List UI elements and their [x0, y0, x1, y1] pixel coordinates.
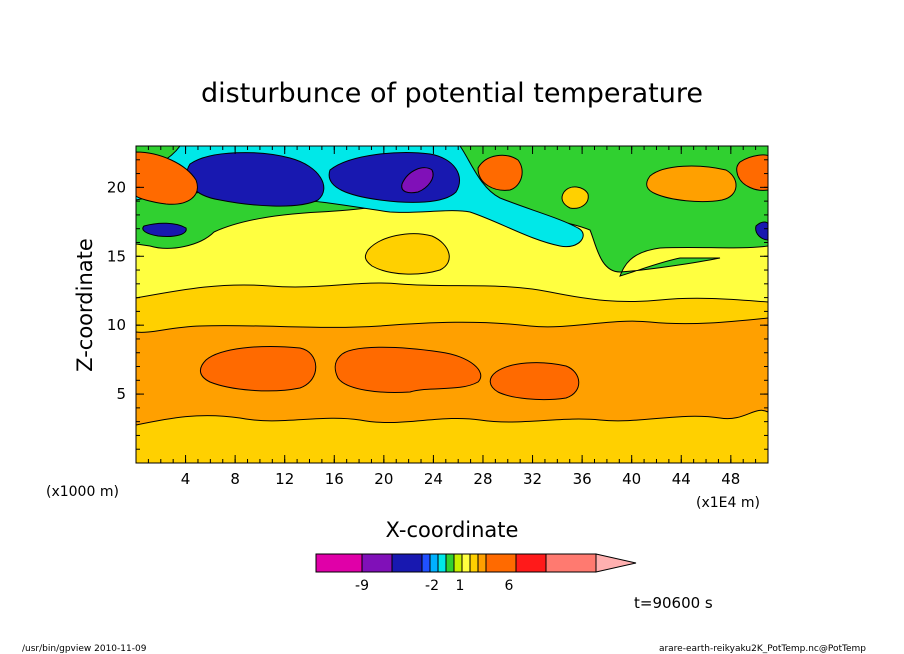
blob-red-mid [477, 154, 523, 191]
blob-blue-1 [186, 152, 325, 207]
blob-blue-2 [328, 152, 461, 203]
blob-orange-1 [200, 346, 317, 392]
blob-orange-2 [334, 346, 482, 393]
colorbar [315, 553, 637, 573]
x-tick-label: 16 [325, 470, 344, 488]
y-tick-label: 5 [116, 385, 126, 403]
colorbar-label-3: 1 [456, 578, 465, 594]
colorbar-label-4: 6 [505, 578, 514, 594]
x-tick-label: 8 [230, 470, 240, 488]
blob-blue-right [755, 221, 768, 241]
y-axis-label: Z-coordinate [73, 238, 97, 372]
chart-title: disturbunce of potential temperature [201, 78, 703, 109]
x-tick-label: 12 [275, 470, 294, 488]
colorbar-segment [437, 553, 447, 573]
colorbar-segment [453, 553, 463, 573]
y-tick-label: 10 [107, 316, 126, 334]
colorbar-label-2: -2 [425, 578, 439, 594]
y-tick-label: 20 [107, 178, 126, 196]
x-tick-label: 48 [721, 470, 740, 488]
colorbar-segment [391, 553, 423, 573]
colorbar-segment [315, 553, 363, 573]
blob-red-right [736, 154, 768, 191]
x-tick-label: 20 [374, 470, 393, 488]
blob-red-left [136, 151, 198, 205]
x-tick-label: 24 [424, 470, 443, 488]
blob-orange-3 [489, 362, 580, 401]
colorbar-segment [515, 553, 547, 573]
y-axis-ticks: 5 10 15 20 [107, 159, 768, 450]
x-tick-label: 4 [181, 470, 191, 488]
colorbar-label-1: -9 [355, 578, 369, 594]
blob-small-orange [561, 186, 589, 209]
blob-orange-right [646, 165, 737, 203]
colorbar-segment [445, 553, 455, 573]
y-unit-label: (x1000 m) [46, 484, 119, 500]
colorbar-arrow [595, 553, 637, 573]
colorbar-segment [461, 553, 471, 573]
x-axis-label: X-coordinate [386, 518, 519, 542]
x-tick-label: 44 [672, 470, 691, 488]
y-tick-label: 15 [107, 247, 126, 265]
band-upper-orange [364, 233, 450, 275]
colorbar-segment [477, 553, 487, 573]
plot-field [136, 146, 768, 463]
x-tick-label: 28 [473, 470, 492, 488]
colorbar-segment [469, 553, 479, 573]
colorbar-segment [421, 553, 431, 573]
footer-left: /usr/bin/gpview 2010-11-09 [22, 644, 147, 654]
colorbar-segment [361, 553, 393, 573]
colorbar-segment [485, 553, 517, 573]
time-label: t=90600 s [634, 594, 713, 612]
colorbar-segment [545, 553, 597, 573]
x-axis-ticks: 4 8 12 16 20 24 28 32 36 40 44 48 [147, 146, 757, 488]
plot-frame [135, 145, 769, 464]
x-tick-label: 36 [573, 470, 592, 488]
blob-purple [401, 167, 434, 194]
blob-blue-3 [142, 222, 187, 237]
footer-right: arare-earth-reikyaku2K_PotTemp.nc@PotTem… [659, 644, 866, 654]
x-tick-label: 40 [622, 470, 641, 488]
x-unit-label: (x1E4 m) [696, 495, 760, 511]
x-tick-label: 32 [523, 470, 542, 488]
colorbar-segment [429, 553, 439, 573]
